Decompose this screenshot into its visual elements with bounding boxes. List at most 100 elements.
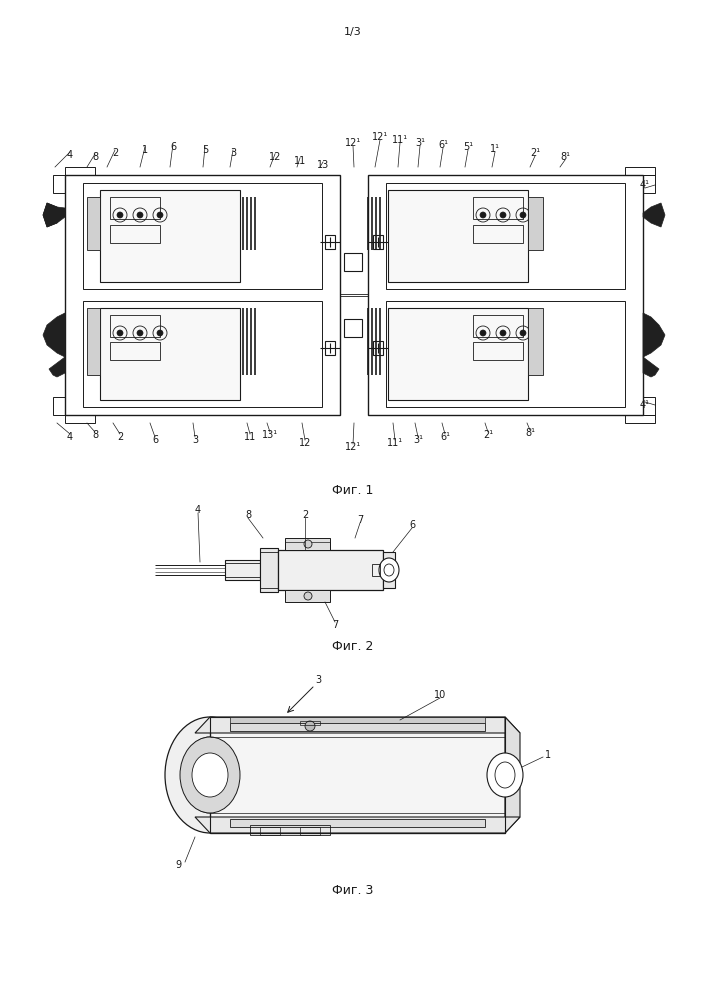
Bar <box>110 342 160 360</box>
Ellipse shape <box>117 330 123 336</box>
Text: 6¹: 6¹ <box>438 140 448 150</box>
Bar <box>110 197 160 219</box>
Text: 12¹: 12¹ <box>345 442 361 452</box>
Ellipse shape <box>165 717 255 833</box>
Bar <box>285 538 330 550</box>
Bar <box>388 308 528 400</box>
Bar <box>643 397 655 415</box>
Ellipse shape <box>157 330 163 336</box>
Ellipse shape <box>157 212 163 218</box>
Text: 1¹: 1¹ <box>490 144 500 154</box>
Text: 11: 11 <box>294 156 306 166</box>
Text: 4: 4 <box>67 432 73 442</box>
Bar <box>625 167 655 175</box>
Bar <box>260 548 278 592</box>
Text: 4: 4 <box>195 505 201 515</box>
Bar <box>65 415 95 423</box>
Bar <box>230 723 485 731</box>
Text: 4¹: 4¹ <box>640 180 650 190</box>
Bar <box>83 183 322 289</box>
Bar <box>230 717 485 723</box>
Polygon shape <box>49 357 65 377</box>
Text: Фиг. 2: Фиг. 2 <box>332 641 374 654</box>
Text: 5¹: 5¹ <box>463 142 473 152</box>
Text: 6¹: 6¹ <box>440 432 450 442</box>
Bar <box>210 717 505 833</box>
Ellipse shape <box>117 212 123 218</box>
Polygon shape <box>528 197 543 250</box>
Bar <box>473 342 523 360</box>
Polygon shape <box>195 717 520 733</box>
Text: 3¹: 3¹ <box>413 435 423 445</box>
Text: 12¹: 12¹ <box>372 132 388 142</box>
Text: 2: 2 <box>302 510 308 520</box>
Bar <box>344 319 362 337</box>
Text: 12: 12 <box>269 152 281 162</box>
Ellipse shape <box>304 540 312 548</box>
Bar <box>225 563 260 577</box>
Text: 2: 2 <box>117 432 123 442</box>
Ellipse shape <box>137 330 143 336</box>
Text: 7: 7 <box>357 515 363 525</box>
Text: 8: 8 <box>92 152 98 162</box>
Bar <box>53 397 65 415</box>
Text: 13¹: 13¹ <box>262 430 278 440</box>
Text: 8: 8 <box>92 430 98 440</box>
Text: Фиг. 1: Фиг. 1 <box>332 484 374 496</box>
Bar <box>230 819 485 827</box>
Ellipse shape <box>304 592 312 600</box>
Bar <box>260 827 280 835</box>
Text: 12: 12 <box>299 438 311 448</box>
Bar <box>344 253 362 271</box>
Text: 3: 3 <box>192 435 198 445</box>
Text: 6: 6 <box>170 142 176 152</box>
Bar <box>225 560 260 580</box>
Bar <box>372 564 380 576</box>
Ellipse shape <box>520 330 526 336</box>
Bar <box>383 552 395 588</box>
Bar <box>53 175 65 193</box>
Text: 11: 11 <box>244 432 256 442</box>
Text: 11¹: 11¹ <box>387 438 403 448</box>
Bar <box>473 225 523 243</box>
Polygon shape <box>43 203 65 227</box>
Text: 6: 6 <box>409 520 415 530</box>
Text: 6: 6 <box>152 435 158 445</box>
Bar <box>325 235 335 249</box>
Polygon shape <box>643 203 665 227</box>
Ellipse shape <box>480 212 486 218</box>
Text: 8¹: 8¹ <box>525 428 535 438</box>
Bar <box>110 225 160 243</box>
Bar <box>386 183 625 289</box>
Text: 13: 13 <box>317 160 329 170</box>
Text: 8¹: 8¹ <box>560 152 570 162</box>
Polygon shape <box>195 817 520 833</box>
Polygon shape <box>643 313 665 357</box>
Ellipse shape <box>480 330 486 336</box>
Ellipse shape <box>520 212 526 218</box>
Ellipse shape <box>305 721 315 731</box>
Polygon shape <box>87 308 100 375</box>
Bar <box>388 190 528 282</box>
Bar <box>300 827 320 835</box>
Ellipse shape <box>137 212 143 218</box>
Bar <box>110 315 160 337</box>
Ellipse shape <box>192 753 228 797</box>
Ellipse shape <box>182 737 238 813</box>
Bar <box>83 301 322 407</box>
Text: 4¹: 4¹ <box>640 400 650 410</box>
Text: 3¹: 3¹ <box>415 138 425 148</box>
Bar <box>100 308 240 400</box>
Bar <box>65 167 95 175</box>
Bar <box>100 190 240 282</box>
Bar <box>210 717 505 833</box>
Polygon shape <box>528 308 543 375</box>
Bar <box>386 301 625 407</box>
Bar <box>250 825 330 835</box>
Text: Фиг. 3: Фиг. 3 <box>332 884 374 896</box>
Text: 2: 2 <box>112 148 118 158</box>
Ellipse shape <box>379 558 399 582</box>
Text: 3: 3 <box>230 148 236 158</box>
Text: 10: 10 <box>434 690 446 700</box>
Bar <box>473 315 523 337</box>
